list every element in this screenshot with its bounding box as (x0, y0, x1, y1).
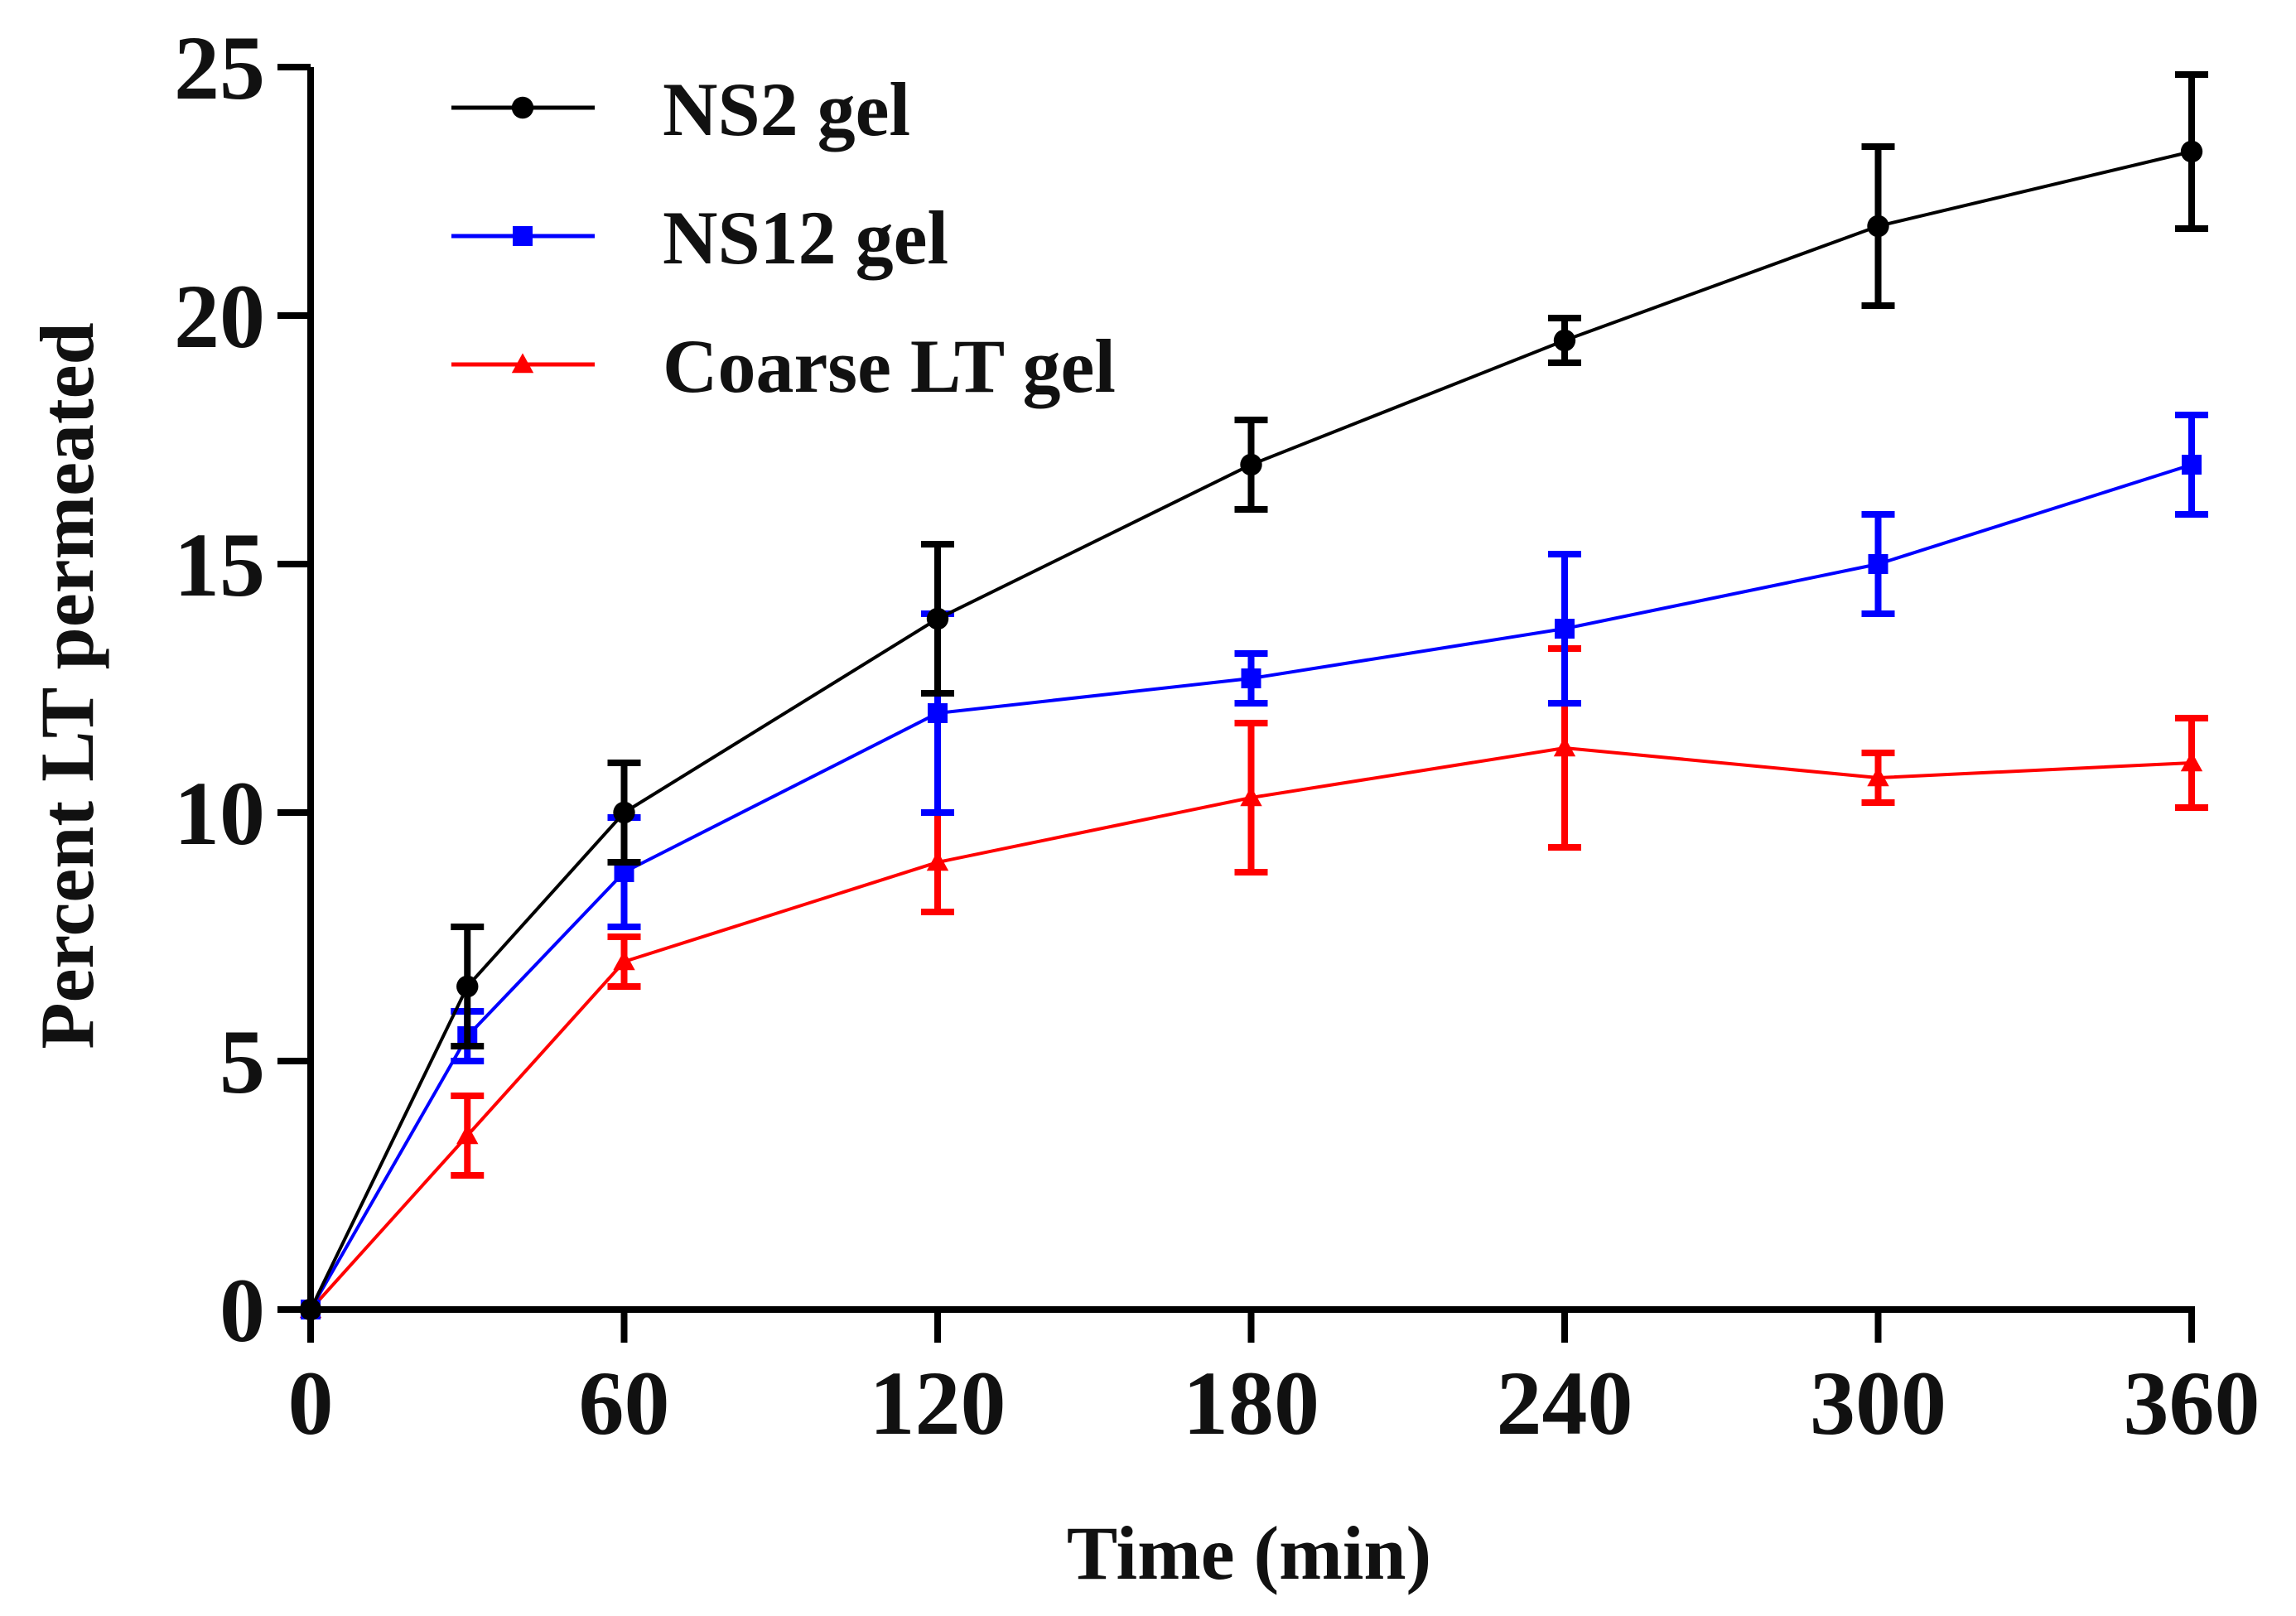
series-coarse-lt-gel (299, 645, 2208, 1319)
legend-label: NS12 gel (663, 195, 948, 280)
data-point (1241, 668, 1261, 688)
data-point (926, 607, 949, 630)
series-line (309, 463, 2192, 1310)
data-point (456, 1124, 479, 1145)
data-point (613, 950, 635, 971)
series-layer (299, 71, 2208, 1321)
data-point (1553, 736, 1576, 757)
y-tick-label: 15 (174, 514, 265, 615)
y-tick-label: 10 (174, 763, 265, 864)
data-point (1553, 329, 1576, 352)
data-point (456, 975, 479, 998)
legend-entry: NS2 gel (451, 67, 910, 152)
y-tick-label: 20 (174, 266, 265, 367)
data-point (2182, 455, 2202, 475)
legend-label: NS2 gel (663, 67, 910, 152)
data-point (2180, 140, 2203, 163)
data-point (613, 801, 635, 824)
data-point (1240, 786, 1262, 807)
x-tick-label: 180 (1183, 1353, 1319, 1454)
legend: NS2 gel NS12 gel Coarse LT gel (451, 67, 1116, 408)
legend-entry: NS12 gel (451, 195, 948, 280)
data-point (1868, 554, 1888, 574)
legend-marker (513, 226, 533, 246)
series-ns2-gel (299, 71, 2208, 1321)
series-line (309, 745, 2192, 1311)
series-line (309, 150, 2192, 1310)
series-ns12-gel (301, 412, 2208, 1319)
y-tick-label: 25 (174, 17, 265, 118)
data-point (1555, 619, 1575, 639)
x-tick-label: 120 (870, 1353, 1006, 1454)
x-tick-label: 300 (1810, 1353, 1946, 1454)
x-tick-label: 240 (1497, 1353, 1633, 1454)
data-point (926, 851, 949, 871)
legend-marker (511, 353, 534, 374)
data-point (1867, 215, 1889, 238)
data-point (2180, 751, 2203, 772)
x-tick-label: 60 (579, 1353, 670, 1454)
data-point (928, 703, 948, 723)
x-tick-label: 0 (288, 1353, 334, 1454)
data-point (1867, 766, 1889, 787)
x-axis-title: Time (min) (1067, 1511, 1431, 1595)
x-tick-label: 360 (2124, 1353, 2260, 1454)
legend-marker (511, 96, 534, 119)
y-tick-label: 0 (219, 1260, 265, 1361)
data-point (1240, 453, 1262, 476)
y-tick-label: 5 (219, 1011, 265, 1112)
legend-entry: Coarse LT gel (451, 324, 1116, 408)
legend-label: Coarse LT gel (663, 324, 1116, 408)
y-axis-title: Percent LT permeated (25, 322, 109, 1049)
axes-layer: 0 5 10 15 20 25 0 60 120 180 240 300 360 (174, 17, 2260, 1454)
